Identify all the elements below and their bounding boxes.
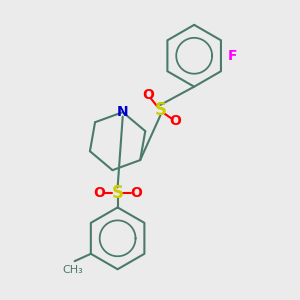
Text: S: S xyxy=(112,184,124,202)
Text: O: O xyxy=(142,88,154,102)
Text: O: O xyxy=(93,186,105,200)
Text: N: N xyxy=(117,105,128,119)
Text: O: O xyxy=(130,186,142,200)
Text: O: O xyxy=(169,114,181,128)
Text: CH₃: CH₃ xyxy=(63,265,83,275)
Text: F: F xyxy=(227,49,237,63)
Text: S: S xyxy=(154,101,166,119)
